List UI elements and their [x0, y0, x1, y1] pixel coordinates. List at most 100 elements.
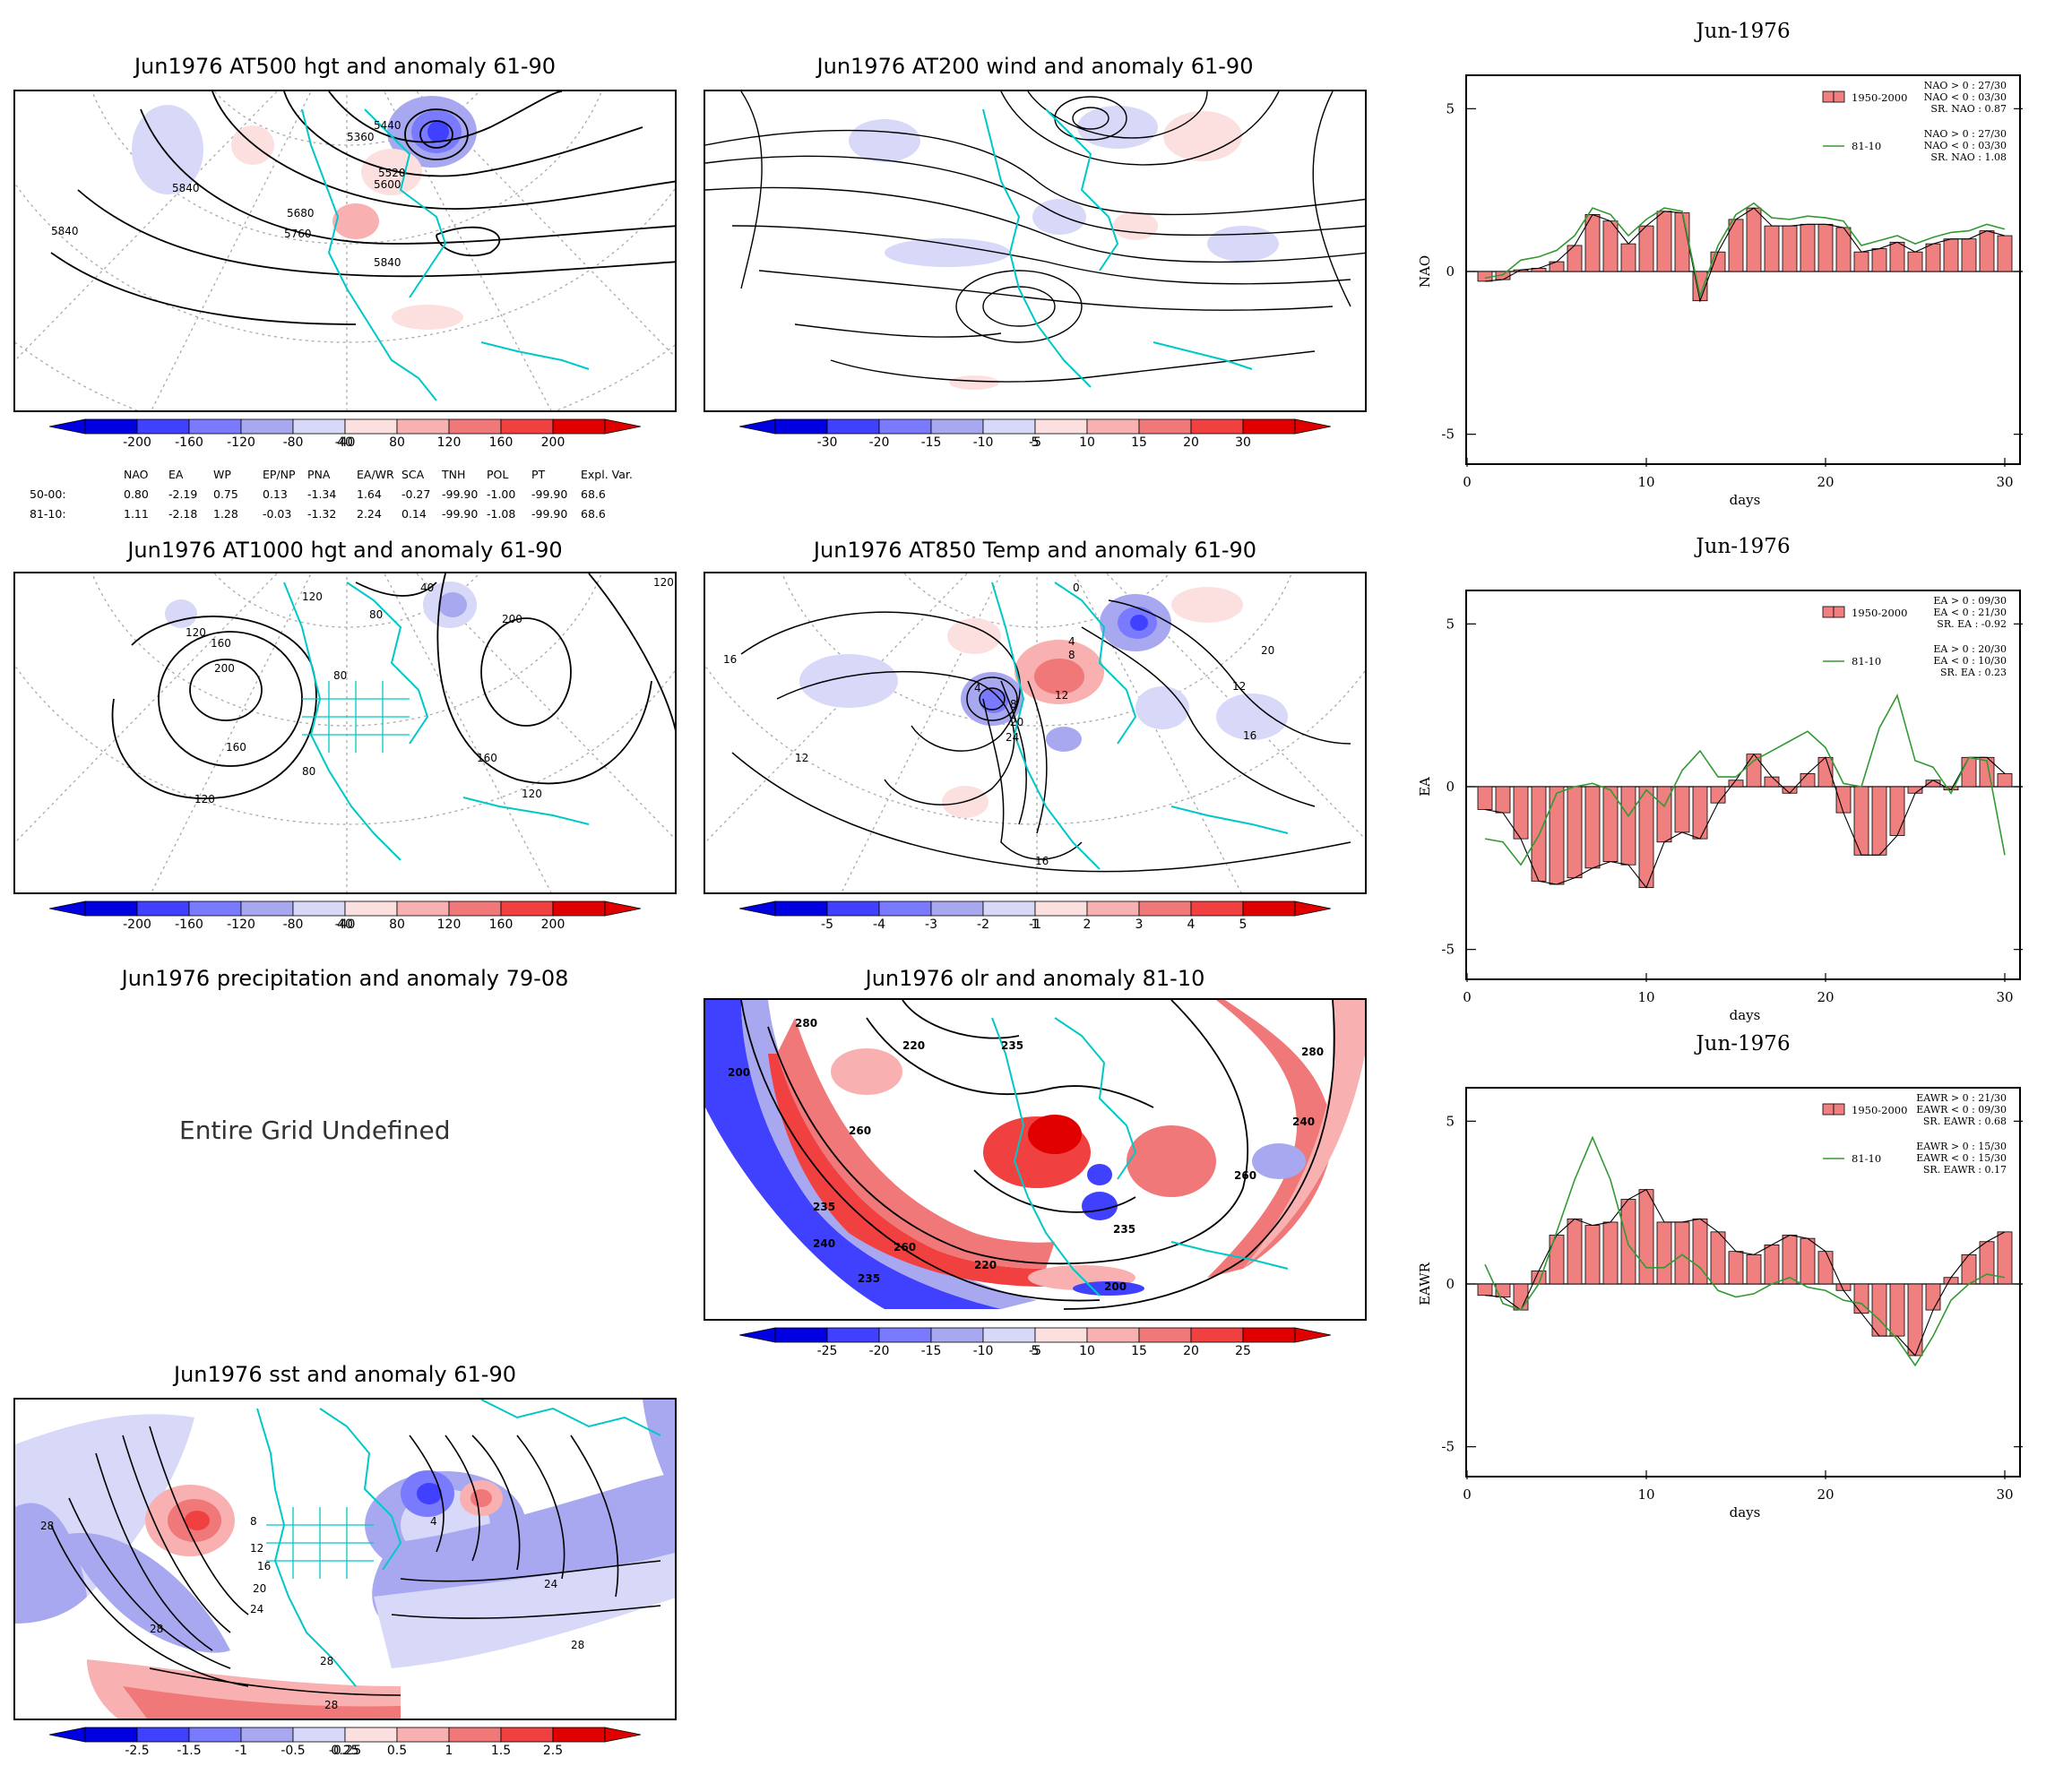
- colorbar-swatch: [878, 1327, 932, 1343]
- colorbar-swatch: [344, 418, 398, 435]
- colorbar-swatch: [1190, 1327, 1244, 1343]
- x-tick-label: 30: [1996, 474, 2013, 490]
- contour-label: 200: [214, 662, 235, 675]
- contour-label: 5440: [374, 119, 401, 132]
- bar: [1477, 1283, 1493, 1297]
- colorbar-olr: -25 -20 -15 -10 -5 5 10 15 20 25: [738, 1326, 1332, 1362]
- colorbar-swatch: [500, 1727, 554, 1743]
- bar: [1584, 786, 1601, 869]
- map-at850: 16 12 4 8 20 24 16 12 16 20 0 4 8 12: [704, 572, 1367, 894]
- contour-label: 240: [813, 1237, 835, 1250]
- index-table-cell: -99.90: [531, 507, 567, 521]
- bar: [1477, 786, 1493, 810]
- colorbar-swatch: [774, 418, 828, 435]
- contour-label: 5840: [374, 256, 401, 269]
- ts-plot-ea: 0 10 20 30 5 0 -5 days EA 1950-2000 EA > 0 : 09/30…: [1417, 590, 2023, 1023]
- x-tick-label: 20: [1817, 989, 1834, 1005]
- colorbar-arrow-low: [48, 900, 86, 917]
- contour-label: 235: [813, 1201, 835, 1213]
- colorbar-swatch: [826, 900, 880, 917]
- index-table-text: NAO EA WP EP/NP PNA EA/WR SCA TNH POL PT Expl. Var…: [30, 468, 633, 521]
- index-table-header: NAO: [124, 468, 149, 481]
- contour-label: 24: [250, 1603, 263, 1615]
- contour-label: 5600: [374, 178, 401, 191]
- legend-stat: NAO < 0 : 03/30: [1924, 140, 2007, 151]
- map-at850-graphic: 16 12 4 8 20 24 16 12 16 20 0 4 8 12: [705, 573, 1365, 892]
- colorbar-swatch: [1138, 418, 1192, 435]
- colorbar-tick-label: -0.5: [281, 1744, 306, 1758]
- colorbar-swatch: [448, 900, 502, 917]
- colorbar-swatch: [878, 900, 932, 917]
- contour-label: 28: [150, 1623, 163, 1635]
- colorbar-arrow-low: [738, 418, 776, 435]
- contour-label: 24: [1006, 731, 1019, 744]
- colorbar-swatch: [448, 418, 502, 435]
- legend-stat: NAO > 0 : 27/30: [1924, 80, 2007, 91]
- contour-label: 200: [502, 613, 522, 625]
- colorbar-tick-label: -5: [821, 918, 833, 932]
- colorbar-tick-label: -80: [282, 435, 304, 450]
- colorbar-tick-label: 80: [389, 918, 405, 932]
- contour-label: 20: [1010, 716, 1023, 728]
- bar: [1549, 786, 1565, 885]
- legend-stat: SR. NAO : 0.87: [1930, 103, 2007, 115]
- colorbar-swatch: [448, 1727, 502, 1743]
- contour-label: 4: [1068, 635, 1075, 648]
- legend-bar-swatch: [1833, 90, 1845, 103]
- ts-title-eawr: Jun-1976: [1696, 1032, 1791, 1055]
- map-at1000: 120 40 80 120 160 200 160 120 80 160 200…: [13, 572, 677, 894]
- bar-connector-line: [1484, 753, 2006, 889]
- x-tick-label: 0: [1463, 474, 1472, 490]
- bar: [1674, 1221, 1690, 1285]
- colorbar-swatch: [240, 900, 294, 917]
- bar: [1764, 1244, 1780, 1285]
- colorbar-tick-label: 1: [445, 1744, 453, 1758]
- series-line-81-10: [1484, 1135, 2006, 1367]
- colorbar-at200: -30 -20 -15 -10 -5 5 10 15 20 30: [738, 418, 1332, 453]
- colorbar-tick-label: 1.5: [490, 1744, 512, 1758]
- y-tick-label: 0: [1446, 779, 1455, 795]
- bar: [1746, 207, 1762, 272]
- bar: [1800, 773, 1816, 788]
- colorbar-tick-label: 5: [1239, 918, 1248, 932]
- bar: [1728, 780, 1744, 788]
- bar: [1800, 1237, 1816, 1285]
- bar: [1871, 248, 1887, 272]
- colorbar-swatch: [930, 1327, 984, 1343]
- index-table-cell: -0.27: [401, 487, 430, 501]
- colorbar-tick-label: 4: [1187, 918, 1196, 932]
- legend-bar-label: 1950-2000: [1852, 1104, 1907, 1116]
- map-sst-graphic: 28 8 12 16 20 24 28 28 24 4 28 28: [15, 1400, 675, 1719]
- bar: [1692, 786, 1708, 840]
- y-tick-label: -5: [1441, 426, 1455, 443]
- ts-nao-graphic: 0 10 20 30 5 0 -5 days NAO 1950-2000 NAO > 0 : 27/…: [1417, 80, 2023, 508]
- ts-title-ea: Jun-1976: [1696, 535, 1791, 558]
- colorbar-tick-label: -25: [816, 1344, 838, 1358]
- bar: [1925, 243, 1941, 272]
- contour-label: 5520: [378, 167, 406, 179]
- contour-label: 160: [226, 741, 246, 754]
- ts-plot-nao: 0 10 20 30 5 0 -5 days NAO 1950-2000 NAO > 0 : 27/…: [1417, 74, 2023, 508]
- index-table-header: SCA: [401, 468, 425, 481]
- contour-label: 80: [369, 608, 383, 621]
- contour-label: 120: [302, 590, 323, 603]
- colorbar-swatch: [1242, 900, 1296, 917]
- contour-label: 5840: [172, 182, 200, 194]
- contour-label: 120: [186, 626, 206, 639]
- colorbar-at850: -5 -4 -3 -2 -1 1 2 3 4 5: [738, 900, 1332, 935]
- contour-label: 235: [858, 1272, 880, 1285]
- bar: [1746, 754, 1762, 788]
- colorbar-tick-label: 15: [1131, 1344, 1147, 1358]
- legend-bar-swatch: [1822, 1103, 1835, 1116]
- contour-label: 80: [333, 669, 347, 682]
- colorbar-tick-label: -0.25: [328, 1744, 362, 1758]
- colorbar-swatch: [774, 1327, 828, 1343]
- bar: [1746, 1254, 1762, 1285]
- legend-stat: SR. NAO : 1.08: [1930, 151, 2007, 163]
- index-table-header: Expl. Var.: [581, 468, 633, 481]
- colorbar-swatch: [1138, 900, 1192, 917]
- colorbar-at850-swatches: [738, 900, 1332, 917]
- x-axis-label: days: [1730, 1007, 1761, 1023]
- x-tick-label: 20: [1817, 1486, 1834, 1503]
- colorbar-tick-label: 1: [1031, 918, 1040, 932]
